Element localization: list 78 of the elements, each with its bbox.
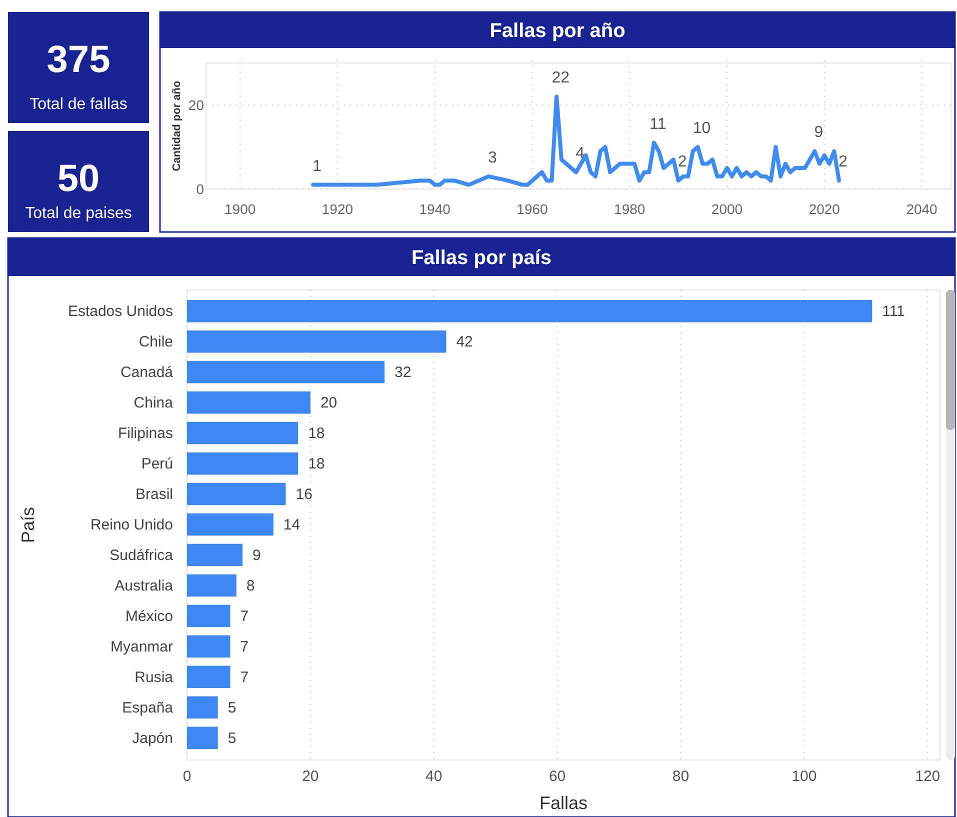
text: Total de fallas: [30, 96, 128, 113]
data-label: 5: [228, 730, 236, 747]
y-axis-title: País: [18, 506, 38, 544]
y-tick-label: Australia: [114, 577, 174, 594]
bar: [187, 422, 298, 444]
bar: [187, 300, 872, 322]
bar: [187, 544, 243, 566]
y-tick-label: Sudáfrica: [110, 546, 174, 564]
y-tick-label: México: [125, 608, 173, 625]
x-tick-label: 1900: [224, 201, 256, 217]
data-label: 16: [296, 486, 312, 504]
data-label: 7: [240, 668, 249, 686]
y-tick-label: Filipinas: [118, 425, 173, 442]
data-label: 2: [838, 154, 848, 171]
y-tick-label: Canadá: [120, 364, 174, 382]
text: Total de paises: [25, 205, 132, 222]
x-tick-label: 120: [915, 768, 940, 785]
y-tick-label: Japón: [132, 730, 173, 747]
y-tick-label: España: [122, 699, 174, 716]
x-tick-label: 80: [672, 768, 690, 785]
x-tick-label: 100: [792, 768, 817, 785]
data-label: 7: [240, 638, 249, 656]
data-label: 22: [552, 70, 570, 87]
y-tick-label: Chile: [138, 334, 173, 351]
x-tick-label: 1980: [614, 201, 646, 217]
data-label: 111: [882, 303, 905, 320]
y-axis-title: Cantidad por año: [171, 80, 183, 172]
y-tick-label: Reino Unido: [90, 516, 173, 534]
y-tick-label: China: [134, 394, 174, 412]
x-tick-label: 40: [426, 768, 442, 785]
data-label: 2: [678, 154, 687, 171]
data-label: 14: [283, 516, 300, 534]
data-label: 11: [650, 116, 666, 133]
x-tick-label: 1960: [516, 201, 548, 217]
bar: [187, 726, 218, 750]
data-label: 9: [252, 546, 261, 564]
x-tick-label: 1940: [419, 201, 451, 217]
chart-title: Fallas por año: [490, 20, 626, 42]
data-label: 8: [246, 577, 255, 594]
y-tick-label: Perú: [141, 456, 173, 473]
data-label: 1: [312, 158, 322, 175]
bar: [187, 666, 230, 688]
bar: [187, 513, 274, 536]
x-tick-label: 2000: [711, 201, 743, 217]
y-tick-label: Brasil: [135, 486, 173, 504]
chart-title: Fallas por país: [411, 247, 552, 269]
bar: [187, 452, 298, 475]
bar: [187, 604, 230, 628]
text: 50: [57, 158, 100, 200]
bar: [187, 391, 310, 414]
data-label: 18: [308, 456, 325, 473]
data-label: 18: [308, 425, 325, 442]
data-label: 32: [394, 364, 412, 382]
x-axis-title: Fallas: [539, 793, 588, 813]
data-label: 4: [576, 145, 585, 162]
data-label: 7: [240, 608, 249, 625]
data-label: 10: [692, 120, 711, 137]
y-tick-label: Rusia: [134, 668, 174, 686]
text: 375: [46, 39, 110, 81]
data-label: 9: [814, 124, 824, 142]
y-tick-label: Myanmar: [110, 638, 173, 656]
bar: [187, 635, 230, 658]
y-tick-label: Estados Unidos: [68, 303, 173, 320]
x-tick-label: 20: [302, 768, 319, 785]
bar: [187, 696, 218, 719]
bar: [187, 360, 385, 384]
data-label: 5: [228, 699, 236, 716]
x-tick-label: 60: [548, 768, 566, 785]
x-tick-label: 2040: [906, 201, 938, 217]
bar: [187, 482, 286, 506]
data-label: 42: [456, 334, 473, 351]
data-label: 20: [320, 394, 338, 412]
data-label: 3: [488, 149, 497, 166]
x-tick-label: 0: [182, 768, 192, 785]
bar: [187, 330, 446, 353]
x-tick-label: 1920: [322, 201, 354, 217]
x-tick-label: 2020: [808, 201, 840, 217]
bar: [187, 574, 236, 597]
